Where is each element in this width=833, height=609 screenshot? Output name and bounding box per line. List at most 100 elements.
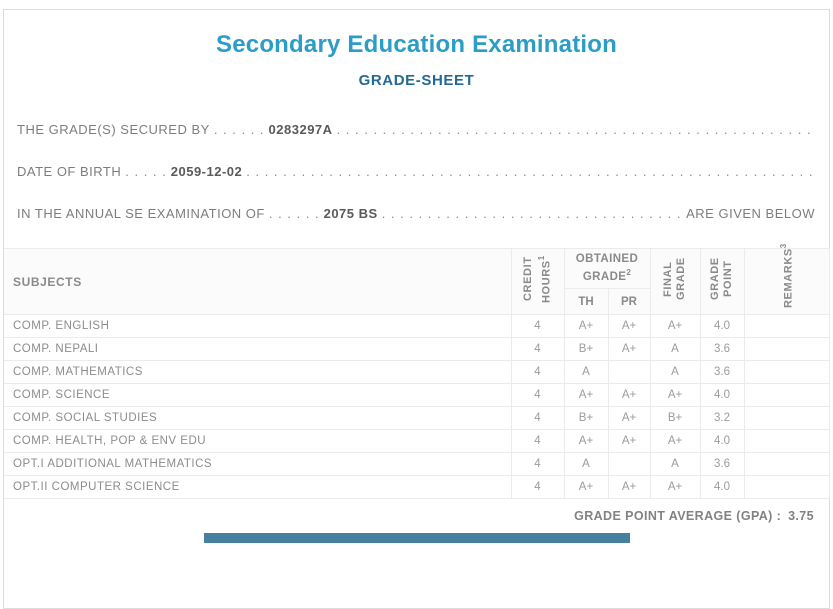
theory-header: TH bbox=[564, 288, 609, 315]
subject-cell: COMP. HEALTH, POP & ENV EDU bbox=[4, 429, 512, 453]
subject-cell: COMP. NEPALI bbox=[4, 337, 512, 361]
practical-grade-cell: A+ bbox=[607, 314, 651, 338]
theory-grade-cell: B+ bbox=[563, 337, 609, 361]
final-grade-header: FINAL GRADE bbox=[649, 248, 701, 315]
examination-year-value: 2075 BS bbox=[323, 206, 378, 221]
examination-year-label: IN THE ANNUAL SE EXAMINATION OF bbox=[17, 206, 265, 221]
table-subheader-row: TH PR bbox=[4, 288, 829, 315]
credit-hours-header-label: CREDIT HOURS bbox=[521, 256, 553, 303]
grade-point-cell: 3.6 bbox=[699, 337, 745, 361]
final-grade-cell: A+ bbox=[649, 475, 701, 499]
final-grade-cell: B+ bbox=[649, 406, 701, 430]
dot-leader: . . . . . . bbox=[213, 122, 265, 137]
final-grade-cell: A bbox=[649, 452, 701, 476]
student-info-section: THE GRADE(S) SECURED BY . . . . . . 0283… bbox=[4, 122, 829, 222]
remarks-cell bbox=[743, 360, 830, 384]
credit-hours-cell: 4 bbox=[510, 383, 565, 407]
table-row: COMP. ENGLISH 4 A+ A+ A+ 4.0 bbox=[4, 314, 830, 338]
credit-hours-cell: 4 bbox=[510, 406, 565, 430]
date-of-birth-line: DATE OF BIRTH . . . . . 2059-12-02 . . .… bbox=[17, 164, 815, 180]
final-grade-header-label: FINAL GRADE bbox=[662, 257, 688, 301]
table-row: COMP. MATHEMATICS 4 A A 3.6 bbox=[4, 360, 830, 384]
symbol-number-value: 0283297A bbox=[268, 122, 333, 137]
grade-point-cell: 3.2 bbox=[699, 406, 745, 430]
secured-by-line: THE GRADE(S) SECURED BY . . . . . . 0283… bbox=[17, 122, 815, 138]
remarks-cell bbox=[743, 475, 830, 499]
page-subtitle: GRADE-SHEET bbox=[358, 72, 475, 89]
credit-hours-header: CREDIT HOURS1 bbox=[510, 248, 565, 315]
final-grade-cell: A+ bbox=[649, 383, 701, 407]
final-grade-cell: A bbox=[649, 337, 701, 361]
subject-cell: COMP. SCIENCE bbox=[4, 383, 512, 407]
grade-point-header: GRADE POINT bbox=[699, 248, 745, 315]
page-title: Secondary Education Examination bbox=[216, 31, 617, 58]
remarks-cell bbox=[743, 383, 830, 407]
table-row: COMP. HEALTH, POP & ENV EDU 4 A+ A+ A+ 4… bbox=[4, 429, 830, 453]
practical-grade-cell: A+ bbox=[607, 337, 651, 361]
subject-cell: OPT.II COMPUTER SCIENCE bbox=[4, 475, 512, 499]
dot-leader: . . . . . bbox=[125, 164, 167, 179]
theory-grade-cell: B+ bbox=[563, 406, 609, 430]
grade-sheet-panel: Secondary Education Examination GRADE-SH… bbox=[3, 9, 830, 609]
theory-grade-cell: A+ bbox=[563, 475, 609, 499]
grade-point-header-label: GRADE POINT bbox=[709, 257, 735, 301]
grade-point-cell: 4.0 bbox=[699, 383, 745, 407]
credit-hours-cell: 4 bbox=[510, 475, 565, 499]
grade-point-cell: 3.6 bbox=[699, 360, 745, 384]
practical-grade-cell bbox=[607, 360, 651, 384]
credit-hours-cell: 4 bbox=[510, 337, 565, 361]
practical-grade-cell bbox=[607, 452, 651, 476]
practical-grade-cell: A+ bbox=[607, 475, 651, 499]
obtained-grade-header-label: OBTAINED GRADE bbox=[575, 253, 639, 283]
grade-point-cell: 4.0 bbox=[699, 314, 745, 338]
examination-year-line: IN THE ANNUAL SE EXAMINATION OF . . . . … bbox=[17, 206, 815, 222]
practical-header: PR bbox=[607, 288, 651, 315]
date-of-birth-label: DATE OF BIRTH bbox=[17, 164, 122, 179]
grades-table: SUBJECTS CREDIT HOURS1 OBTAINED GRADE2 F… bbox=[4, 243, 830, 499]
are-given-below-label: ARE GIVEN BELOW bbox=[686, 206, 815, 221]
dot-leader: . . . . . . . . . . . . . . . . . . . . … bbox=[381, 206, 682, 221]
table-row: OPT.I ADDITIONAL MATHEMATICS 4 A A 3.6 bbox=[4, 452, 830, 476]
obtained-grade-header: OBTAINED GRADE2 bbox=[563, 248, 651, 289]
theory-grade-cell: A bbox=[563, 360, 609, 384]
subject-cell: COMP. ENGLISH bbox=[4, 314, 512, 338]
obtained-grade-footnote: 2 bbox=[626, 268, 632, 278]
credit-hours-footnote: 1 bbox=[536, 255, 546, 261]
date-of-birth-value: 2059-12-02 bbox=[170, 164, 243, 179]
table-row: COMP. SOCIAL STUDIES 4 B+ A+ B+ 3.2 bbox=[4, 406, 830, 430]
dot-leader: . . . . . . . . . . . . . . . . . . . . … bbox=[336, 122, 815, 137]
subject-cell: COMP. SOCIAL STUDIES bbox=[4, 406, 512, 430]
table-row: OPT.II COMPUTER SCIENCE 4 A+ A+ A+ 4.0 bbox=[4, 475, 830, 499]
grade-point-cell: 3.6 bbox=[699, 452, 745, 476]
table-row: COMP. SCIENCE 4 A+ A+ A+ 4.0 bbox=[4, 383, 830, 407]
theory-grade-cell: A bbox=[563, 452, 609, 476]
remarks-header-label: REMARKS bbox=[782, 248, 795, 308]
grade-point-cell: 4.0 bbox=[699, 429, 745, 453]
remarks-header: REMARKS3 bbox=[743, 243, 830, 315]
theory-grade-cell: A+ bbox=[563, 314, 609, 338]
secured-by-label: THE GRADE(S) SECURED BY bbox=[17, 122, 210, 137]
dot-leader: . . . . . . bbox=[268, 206, 320, 221]
theory-grade-cell: A+ bbox=[563, 383, 609, 407]
practical-grade-cell: A+ bbox=[607, 406, 651, 430]
subject-cell: COMP. MATHEMATICS bbox=[4, 360, 512, 384]
subjects-header: SUBJECTS bbox=[4, 248, 512, 315]
remarks-footnote: 3 bbox=[779, 243, 789, 249]
remarks-cell bbox=[743, 337, 830, 361]
gpa-label: GRADE POINT AVERAGE (GPA) : bbox=[574, 509, 782, 523]
grade-point-cell: 4.0 bbox=[699, 475, 745, 499]
table-header-row: SUBJECTS CREDIT HOURS1 OBTAINED GRADE2 F… bbox=[4, 243, 830, 315]
credit-hours-cell: 4 bbox=[510, 452, 565, 476]
table-row: COMP. NEPALI 4 B+ A+ A 3.6 bbox=[4, 337, 830, 361]
dot-leader: . . . . . . . . . . . . . . . . . . . . … bbox=[246, 164, 815, 179]
final-grade-cell: A bbox=[649, 360, 701, 384]
final-grade-cell: A+ bbox=[649, 314, 701, 338]
gpa-value: 3.75 bbox=[788, 509, 814, 523]
final-grade-cell: A+ bbox=[649, 429, 701, 453]
practical-grade-cell: A+ bbox=[607, 429, 651, 453]
gpa-summary: GRADE POINT AVERAGE (GPA) : 3.75 bbox=[4, 509, 829, 523]
footer-bar bbox=[204, 533, 630, 543]
credit-hours-cell: 4 bbox=[510, 314, 565, 338]
remarks-cell bbox=[743, 429, 830, 453]
theory-grade-cell: A+ bbox=[563, 429, 609, 453]
